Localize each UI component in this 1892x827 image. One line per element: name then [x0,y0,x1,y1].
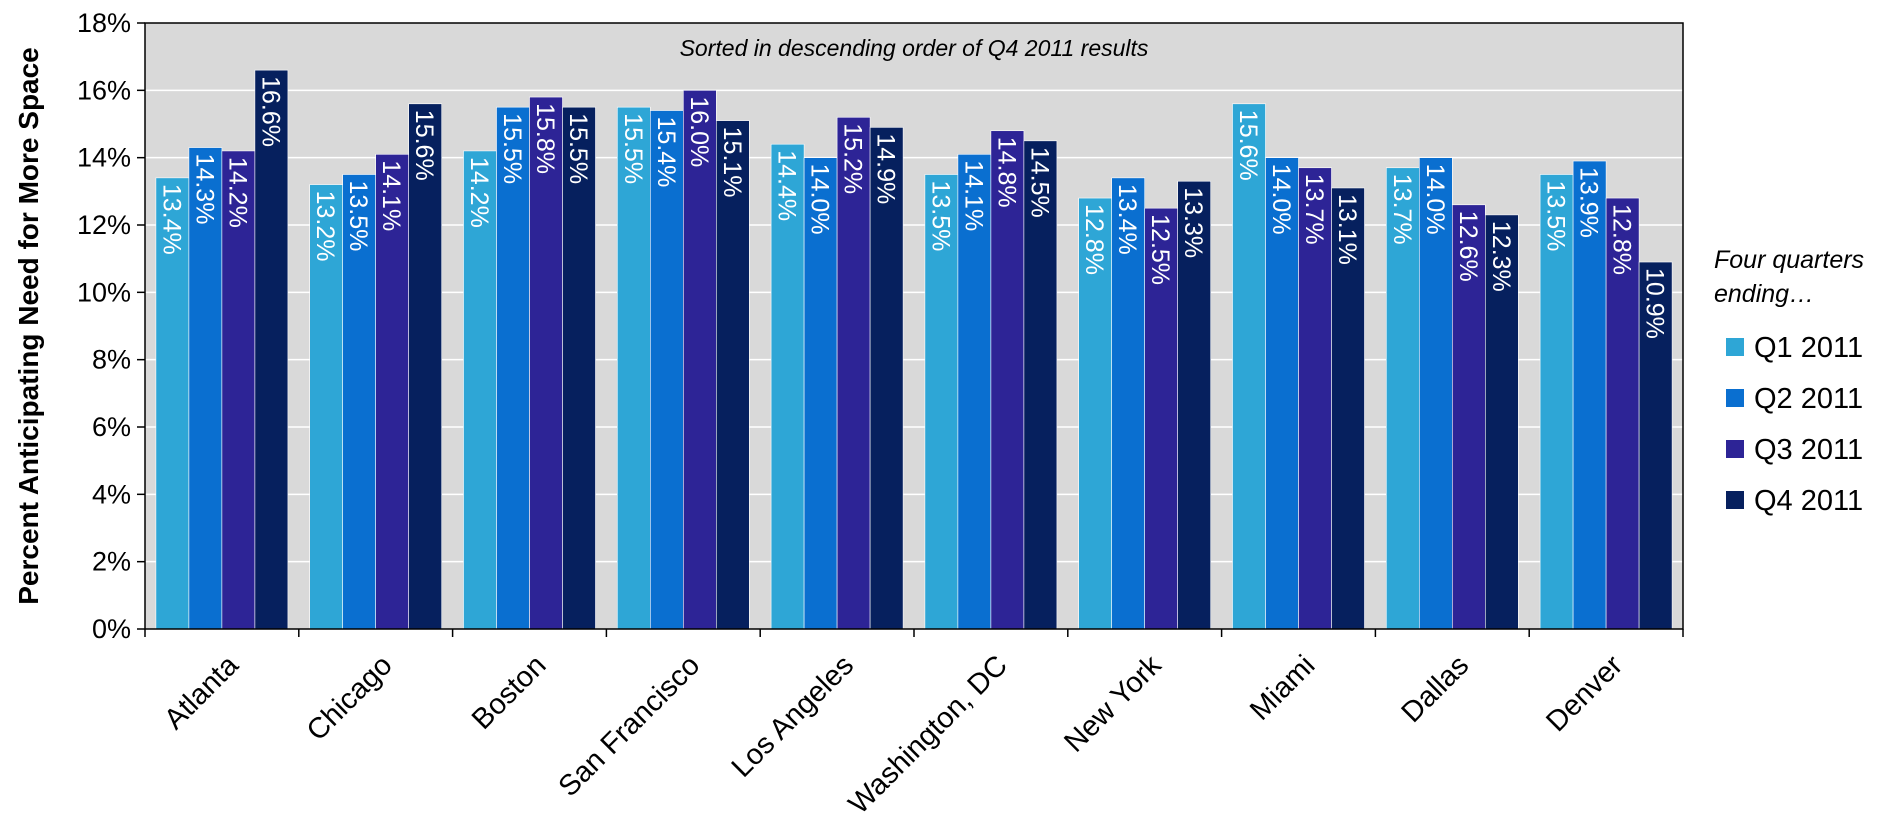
bar-data-label: 16.0% [685,96,713,167]
bar-data-label: 14.1% [377,160,405,231]
bar-data-label: 15.6% [410,110,438,181]
bar-data-label: 14.2% [223,157,251,228]
bar-data-label: 13.4% [157,184,185,255]
bar-data-label: 14.4% [773,150,801,221]
bar [409,104,442,629]
legend-swatch [1726,491,1744,509]
x-category-label: Dallas [1396,649,1476,729]
bar [650,111,683,629]
bar-data-label: 14.0% [1267,164,1295,235]
bar-data-label: 12.8% [1608,204,1636,275]
y-tick-label: 10% [77,277,131,307]
bar-data-label: 13.7% [1300,174,1328,245]
x-category-label: Chicago [301,649,399,747]
legend-label: Q2 2011 [1754,383,1863,415]
bar-data-label: 15.8% [531,103,559,174]
bar-data-label: 13.3% [1179,187,1207,258]
legend-label: Q3 2011 [1754,434,1863,466]
bar [255,70,288,629]
bar-data-label: 14.8% [992,137,1020,208]
y-tick-label: 14% [77,143,131,173]
bar [497,107,530,629]
bar-data-label: 15.1% [718,127,746,198]
bar-data-label: 12.5% [1146,214,1174,285]
bar-data-label: 14.2% [465,157,493,228]
bar-data-label: 14.1% [959,160,987,231]
x-category-label: Atlanta [158,649,245,736]
bar-data-label: 13.9% [1575,167,1603,238]
legend-swatch [1726,440,1744,458]
bar-data-label: 13.7% [1388,174,1416,245]
bar-data-label: 14.5% [1025,147,1053,218]
bar-data-label: 15.2% [839,123,867,194]
y-axis-title: Percent Anticipating Need for More Space [13,47,44,605]
bar-data-label: 15.5% [564,113,592,184]
x-category-label: Denver [1540,649,1629,738]
bar-data-label: 13.5% [1542,181,1570,252]
bar-data-label: 10.9% [1641,268,1669,339]
legend-title-line-2: ending… [1714,280,1814,308]
y-axis-ticks: 0% 2% 4% 6% 8% 10% 12% 14% 16% 18% [77,8,145,644]
bar-data-label: 14.3% [190,154,218,225]
y-tick-label: 2% [92,547,131,577]
x-category-label: New York [1058,649,1168,759]
y-tick-label: 8% [92,345,131,375]
x-category-label: Los Angeles [726,649,860,783]
legend-swatch [1726,389,1744,407]
bar [563,107,596,629]
bar-data-label: 13.5% [344,181,372,252]
x-category-label: Miami [1244,649,1321,726]
y-tick-label: 0% [92,614,131,644]
x-axis-ticks: Atlanta Chicago Boston San Francisco Los Ang… [145,629,1683,820]
bar-data-label: 15.5% [498,113,526,184]
bar-data-label: 12.8% [1080,204,1108,275]
bar-data-label: 16.6% [256,76,284,147]
y-tick-label: 4% [92,479,131,509]
bar-data-label: 15.5% [619,113,647,184]
bar [530,97,563,629]
bar [683,90,716,629]
legend: Four quarters ending… Q1 2011 Q2 2011 Q3 2… [1714,246,1864,517]
bar-data-label: 15.6% [1234,110,1262,181]
legend-swatch [1726,338,1744,356]
y-tick-label: 12% [77,210,131,240]
bar [1233,104,1266,629]
bar-data-label: 14.0% [806,164,834,235]
legend-label: Q1 2011 [1754,332,1863,364]
legend-title-line-1: Four quarters [1714,246,1864,274]
chart-note: Sorted in descending order of Q4 2011 re… [680,35,1149,61]
x-category-label: Boston [466,649,552,735]
bar-data-label: 13.1% [1333,194,1361,265]
y-tick-label: 16% [77,75,131,105]
bar-data-label: 14.9% [872,133,900,204]
bar [617,107,650,629]
x-category-label: San Francisco [553,649,707,803]
legend-label: Q4 2011 [1754,485,1863,517]
x-category-label: Washington, DC [843,649,1014,820]
bar-data-label: 13.4% [1113,184,1141,255]
bar-data-label: 15.4% [652,117,680,188]
bar-data-label: 14.0% [1421,164,1449,235]
bar-data-label: 12.6% [1454,211,1482,282]
bar-data-label: 13.5% [926,181,954,252]
bar-data-label: 13.2% [311,191,339,262]
bar-data-label: 12.3% [1487,221,1515,292]
y-tick-label: 18% [77,8,131,38]
y-tick-label: 6% [92,412,131,442]
